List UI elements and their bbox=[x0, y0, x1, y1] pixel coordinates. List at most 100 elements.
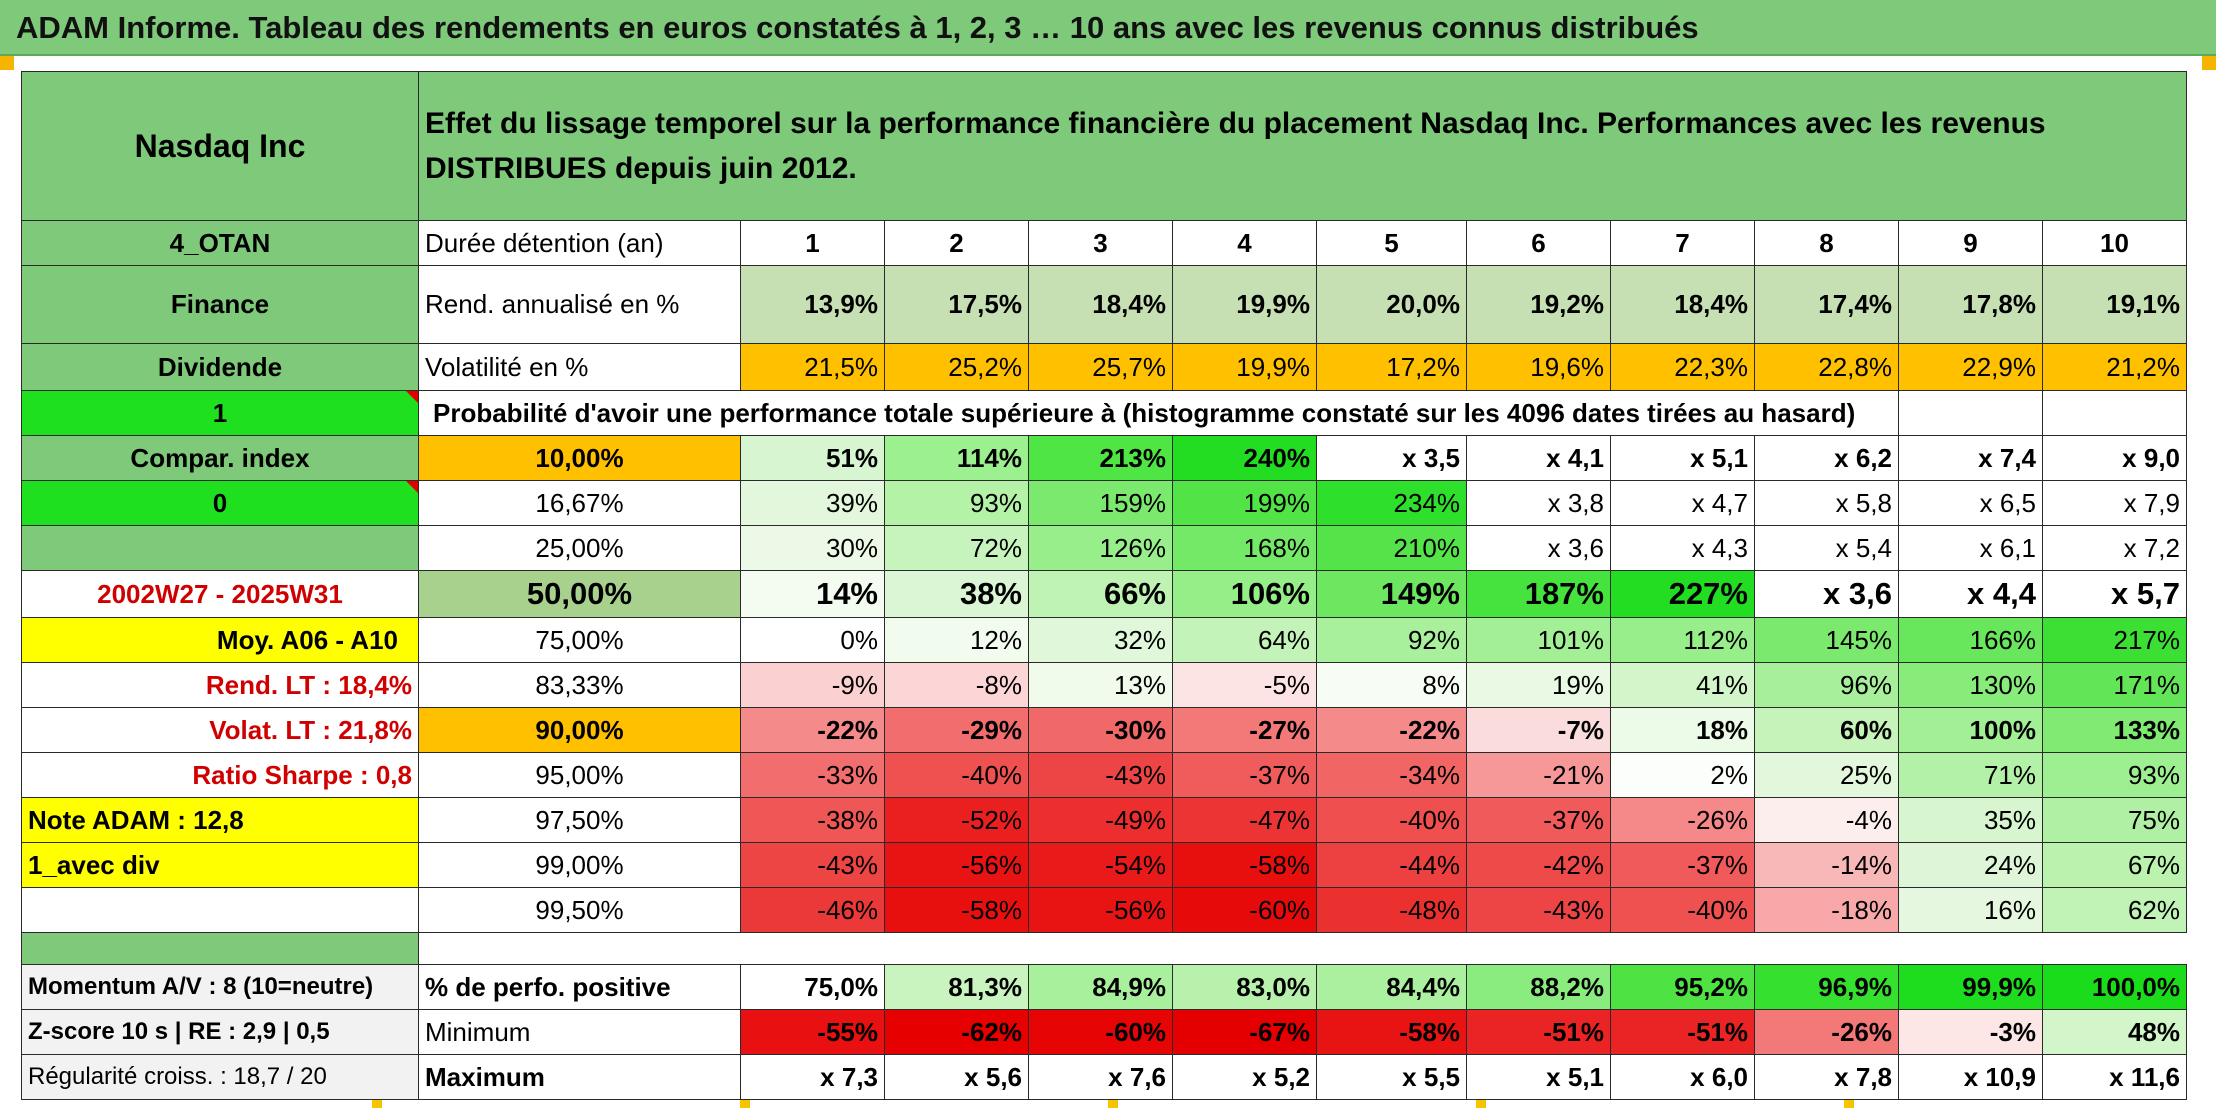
prob-cell: -40% bbox=[1610, 887, 1755, 933]
perf-pos-cell: 96,9% bbox=[1754, 964, 1899, 1010]
instrument-name: Nasdaq Inc bbox=[21, 71, 419, 221]
prob-label: 16,67% bbox=[418, 480, 741, 526]
prob-cell: x 5,8 bbox=[1754, 480, 1899, 526]
prob-cell: -48% bbox=[1316, 887, 1467, 933]
prob-cell: 19% bbox=[1466, 662, 1611, 708]
prob-cell: -30% bbox=[1028, 707, 1173, 753]
empty-side-cell bbox=[21, 887, 419, 933]
vol-label: Volatilité en % bbox=[418, 343, 741, 391]
prob-cell: 166% bbox=[1898, 617, 2043, 663]
minimum-cell: -62% bbox=[884, 1009, 1029, 1055]
prob-cell: 67% bbox=[2042, 842, 2187, 888]
maximum-cell: x 5,2 bbox=[1172, 1054, 1317, 1100]
prob-cell: 106% bbox=[1172, 570, 1317, 618]
minimum-cell: -67% bbox=[1172, 1009, 1317, 1055]
prob-cell: -56% bbox=[884, 842, 1029, 888]
maximum-cell: x 6,0 bbox=[1610, 1054, 1755, 1100]
prob-label: 90,00% bbox=[418, 707, 741, 753]
sector-label: Finance bbox=[21, 265, 419, 344]
prob-cell: -58% bbox=[1172, 842, 1317, 888]
prob-cell: 159% bbox=[1028, 480, 1173, 526]
prob-cell: x 5,1 bbox=[1610, 435, 1755, 481]
minimum-cell: 48% bbox=[2042, 1009, 2187, 1055]
moy-label: Moy. A06 - A10 bbox=[21, 617, 419, 663]
prob-cell: 93% bbox=[2042, 752, 2187, 798]
rend-cell: 19,9% bbox=[1172, 265, 1317, 344]
vol-cell: 22,9% bbox=[1898, 343, 2043, 391]
prob-cell: x 7,2 bbox=[2042, 525, 2187, 571]
prob-cell: -18% bbox=[1754, 887, 1899, 933]
prob-cell: -29% bbox=[884, 707, 1029, 753]
prob-cell: 75% bbox=[2042, 797, 2187, 843]
maximum-cell: x 7,6 bbox=[1028, 1054, 1173, 1100]
prob-cell: -22% bbox=[1316, 707, 1467, 753]
prob-cell: 240% bbox=[1172, 435, 1317, 481]
year-header: 4 bbox=[1172, 220, 1317, 266]
prob-cell: -42% bbox=[1466, 842, 1611, 888]
spacer-cell bbox=[21, 932, 419, 965]
prob-label: 99,50% bbox=[418, 887, 741, 933]
prob-label: 99,00% bbox=[418, 842, 741, 888]
vol-cell: 19,9% bbox=[1172, 343, 1317, 391]
prob-label: 83,33% bbox=[418, 662, 741, 708]
prob-cell: x 6,2 bbox=[1754, 435, 1899, 481]
prob-cell: -43% bbox=[740, 842, 885, 888]
maximum-cell: x 7,3 bbox=[740, 1054, 885, 1100]
prob-cell: -44% bbox=[1316, 842, 1467, 888]
flag-one[interactable]: 1 bbox=[21, 390, 419, 436]
zscore-label: Z-score 10 s | RE : 2,9 | 0,5 bbox=[21, 1009, 419, 1055]
prob-cell: -22% bbox=[740, 707, 885, 753]
bottom-marker bbox=[372, 1100, 382, 1108]
vol-cell: 21,5% bbox=[740, 343, 885, 391]
vol-cell: 19,6% bbox=[1466, 343, 1611, 391]
empty-side-cell bbox=[21, 525, 419, 571]
prob-cell: -46% bbox=[740, 887, 885, 933]
bottom-marker bbox=[1108, 1100, 1118, 1108]
flag-zero[interactable]: 0 bbox=[21, 480, 419, 526]
prob-cell: 112% bbox=[1610, 617, 1755, 663]
prob-cell: x 4,7 bbox=[1610, 480, 1755, 526]
prob-cell: 100% bbox=[1898, 707, 2043, 753]
prob-cell: -49% bbox=[1028, 797, 1173, 843]
rend-label: Rend. annualisé en % bbox=[418, 265, 741, 344]
bottom-marker bbox=[1476, 1100, 1486, 1108]
rend-cell: 13,9% bbox=[740, 265, 885, 344]
prob-cell: 234% bbox=[1316, 480, 1467, 526]
prob-cell: -47% bbox=[1172, 797, 1317, 843]
prob-cell: 71% bbox=[1898, 752, 2043, 798]
prob-cell: -33% bbox=[740, 752, 885, 798]
maximum-cell: x 10,9 bbox=[1898, 1054, 2043, 1100]
prob-cell: 25% bbox=[1754, 752, 1899, 798]
prob-cell: 149% bbox=[1316, 570, 1467, 618]
year-header: 8 bbox=[1754, 220, 1899, 266]
duree-label: Durée détention (an) bbox=[418, 220, 741, 266]
prob-cell: 145% bbox=[1754, 617, 1899, 663]
prob-cell: 64% bbox=[1172, 617, 1317, 663]
perf-pos-cell: 81,3% bbox=[884, 964, 1029, 1010]
prob-cell: 39% bbox=[740, 480, 885, 526]
prob-cell: -4% bbox=[1754, 797, 1899, 843]
perf-pos-cell: 84,4% bbox=[1316, 964, 1467, 1010]
minimum-cell: -26% bbox=[1754, 1009, 1899, 1055]
rend-lt-label: Rend. LT : 18,4% bbox=[21, 662, 419, 708]
year-header: 3 bbox=[1028, 220, 1173, 266]
volat-lt-label: Volat. LT : 21,8% bbox=[21, 707, 419, 753]
maximum-cell: x 11,6 bbox=[2042, 1054, 2187, 1100]
prob-cell: 66% bbox=[1028, 570, 1173, 618]
prob-cell: x 3,6 bbox=[1754, 570, 1899, 618]
year-header: 9 bbox=[1898, 220, 2043, 266]
prob-cell: x 7,4 bbox=[1898, 435, 2043, 481]
momentum-label: Momentum A/V : 8 (10=neutre) bbox=[21, 964, 419, 1010]
prob-cell: -43% bbox=[1028, 752, 1173, 798]
year-header: 6 bbox=[1466, 220, 1611, 266]
spacer-cell bbox=[418, 932, 2187, 965]
vol-cell: 21,2% bbox=[2042, 343, 2187, 391]
type-label: Dividende bbox=[21, 343, 419, 391]
corner-marker bbox=[0, 56, 14, 70]
vol-cell: 25,7% bbox=[1028, 343, 1173, 391]
prob-cell: 72% bbox=[884, 525, 1029, 571]
vol-cell: 22,3% bbox=[1610, 343, 1755, 391]
prob-cell: 62% bbox=[2042, 887, 2187, 933]
prob-cell: -56% bbox=[1028, 887, 1173, 933]
prob-cell: 213% bbox=[1028, 435, 1173, 481]
